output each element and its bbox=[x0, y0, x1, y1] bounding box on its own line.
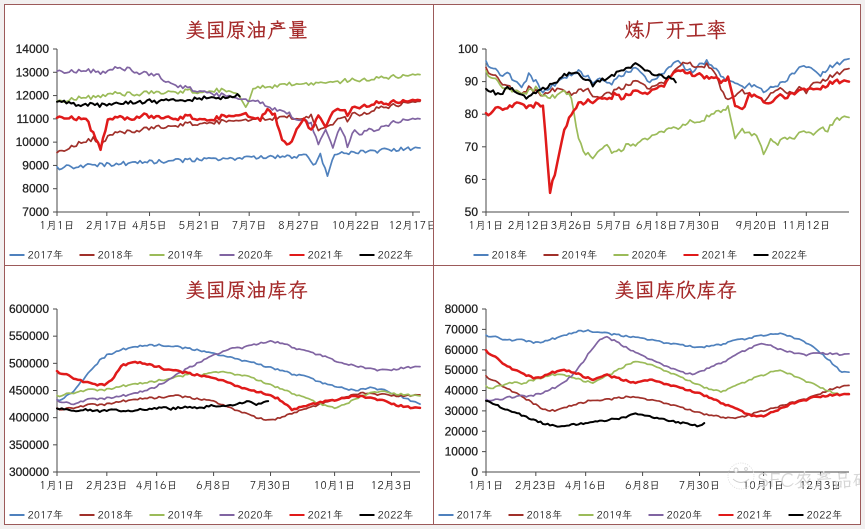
svg-text:5月21日: 5月21日 bbox=[178, 219, 220, 233]
svg-text:40000: 40000 bbox=[445, 384, 479, 398]
svg-text:2019年: 2019年 bbox=[597, 508, 633, 522]
svg-text:50000: 50000 bbox=[445, 363, 479, 377]
svg-text:1月1日: 1月1日 bbox=[39, 219, 74, 233]
svg-text:2019年: 2019年 bbox=[168, 248, 204, 262]
svg-text:9000: 9000 bbox=[22, 158, 49, 172]
svg-text:1月1日: 1月1日 bbox=[39, 479, 74, 493]
svg-text:80: 80 bbox=[465, 107, 479, 121]
svg-text:350000: 350000 bbox=[9, 438, 49, 452]
svg-text:7月30日: 7月30日 bbox=[250, 479, 292, 493]
svg-text:1月1日: 1月1日 bbox=[468, 219, 503, 233]
svg-text:80000: 80000 bbox=[445, 302, 479, 316]
svg-text:2019年: 2019年 bbox=[168, 508, 204, 522]
svg-text:12000: 12000 bbox=[16, 89, 50, 103]
svg-text:10000: 10000 bbox=[445, 445, 479, 459]
svg-text:70000: 70000 bbox=[445, 322, 479, 336]
svg-text:2018年: 2018年 bbox=[492, 248, 528, 262]
svg-text:2017年: 2017年 bbox=[457, 508, 493, 522]
svg-text:2021年: 2021年 bbox=[308, 248, 344, 262]
svg-text:9月20日: 9月20日 bbox=[736, 219, 778, 233]
svg-text:2月23日: 2月23日 bbox=[86, 479, 128, 493]
svg-text:2019年: 2019年 bbox=[562, 248, 598, 262]
svg-text:4月16日: 4月16日 bbox=[565, 479, 607, 493]
svg-text:2021年: 2021年 bbox=[702, 248, 738, 262]
svg-text:2021年: 2021年 bbox=[308, 508, 344, 522]
svg-text:2018年: 2018年 bbox=[98, 248, 134, 262]
svg-text:10000: 10000 bbox=[16, 135, 50, 149]
svg-text:2020年: 2020年 bbox=[667, 508, 703, 522]
svg-text:2017年: 2017年 bbox=[28, 248, 64, 262]
svg-text:6月18日: 6月18日 bbox=[636, 219, 678, 233]
svg-text:12月3日: 12月3日 bbox=[371, 479, 413, 493]
svg-text:2021年: 2021年 bbox=[737, 508, 773, 522]
svg-text:7000: 7000 bbox=[22, 205, 49, 219]
svg-text:2020年: 2020年 bbox=[238, 248, 274, 262]
svg-text:7月30日: 7月30日 bbox=[679, 479, 721, 493]
svg-text:5月7日: 5月7日 bbox=[597, 219, 632, 233]
svg-text:10月1日: 10月1日 bbox=[314, 479, 356, 493]
svg-text:SFC农产品研究: SFC农产品研究 bbox=[757, 467, 861, 493]
svg-text:300000: 300000 bbox=[9, 465, 49, 479]
svg-text:2020年: 2020年 bbox=[632, 248, 668, 262]
svg-text:2月12日: 2月12日 bbox=[508, 219, 550, 233]
svg-text:400000: 400000 bbox=[9, 411, 49, 425]
svg-text:4月5日: 4月5日 bbox=[132, 219, 167, 233]
svg-text:60000: 60000 bbox=[445, 343, 479, 357]
svg-text:7月30日: 7月30日 bbox=[679, 219, 721, 233]
svg-text:3月26日: 3月26日 bbox=[551, 219, 593, 233]
svg-text:2022年: 2022年 bbox=[378, 248, 414, 262]
svg-text:8000: 8000 bbox=[22, 182, 49, 196]
svg-text:炼厂开工率: 炼厂开工率 bbox=[624, 16, 727, 43]
svg-text:13000: 13000 bbox=[16, 65, 50, 79]
svg-text:2022年: 2022年 bbox=[378, 508, 414, 522]
svg-text:7月7日: 7月7日 bbox=[232, 219, 267, 233]
svg-text:1月1日: 1月1日 bbox=[468, 479, 503, 493]
svg-text:550000: 550000 bbox=[9, 329, 49, 343]
svg-text:100: 100 bbox=[458, 42, 478, 56]
svg-text:70: 70 bbox=[465, 140, 479, 154]
svg-text:美国原油产量: 美国原油产量 bbox=[185, 16, 308, 43]
svg-text:2022年: 2022年 bbox=[807, 508, 843, 522]
svg-text:10月22日: 10月22日 bbox=[332, 219, 380, 233]
svg-text:美国库欣库存: 美国库欣库存 bbox=[614, 276, 737, 303]
svg-text:2月17日: 2月17日 bbox=[86, 219, 128, 233]
svg-text:11月12日: 11月12日 bbox=[782, 219, 830, 233]
svg-text:50: 50 bbox=[465, 205, 479, 219]
svg-text:450000: 450000 bbox=[9, 384, 49, 398]
svg-text:8月27日: 8月27日 bbox=[278, 219, 320, 233]
svg-text:2022年: 2022年 bbox=[772, 248, 808, 262]
svg-text:12月17日: 12月17日 bbox=[389, 219, 434, 233]
svg-text:0: 0 bbox=[471, 465, 478, 479]
svg-text:60: 60 bbox=[465, 172, 479, 186]
svg-text:美国原油库存: 美国原油库存 bbox=[185, 276, 308, 303]
svg-text:4月16日: 4月16日 bbox=[136, 479, 178, 493]
svg-text:6月8日: 6月8日 bbox=[625, 479, 660, 493]
svg-text:90: 90 bbox=[465, 75, 479, 89]
svg-text:600000: 600000 bbox=[9, 302, 49, 316]
svg-text:6月8日: 6月8日 bbox=[196, 479, 231, 493]
svg-text:30000: 30000 bbox=[445, 404, 479, 418]
svg-text:500000: 500000 bbox=[9, 356, 49, 370]
svg-text:2017年: 2017年 bbox=[28, 508, 64, 522]
svg-text:2月23日: 2月23日 bbox=[515, 479, 557, 493]
svg-text:2018年: 2018年 bbox=[527, 508, 563, 522]
svg-text:20000: 20000 bbox=[445, 424, 479, 438]
svg-text:2020年: 2020年 bbox=[238, 508, 274, 522]
svg-text:11000: 11000 bbox=[17, 112, 50, 126]
svg-text:2018年: 2018年 bbox=[98, 508, 134, 522]
svg-text:14000: 14000 bbox=[16, 42, 50, 56]
